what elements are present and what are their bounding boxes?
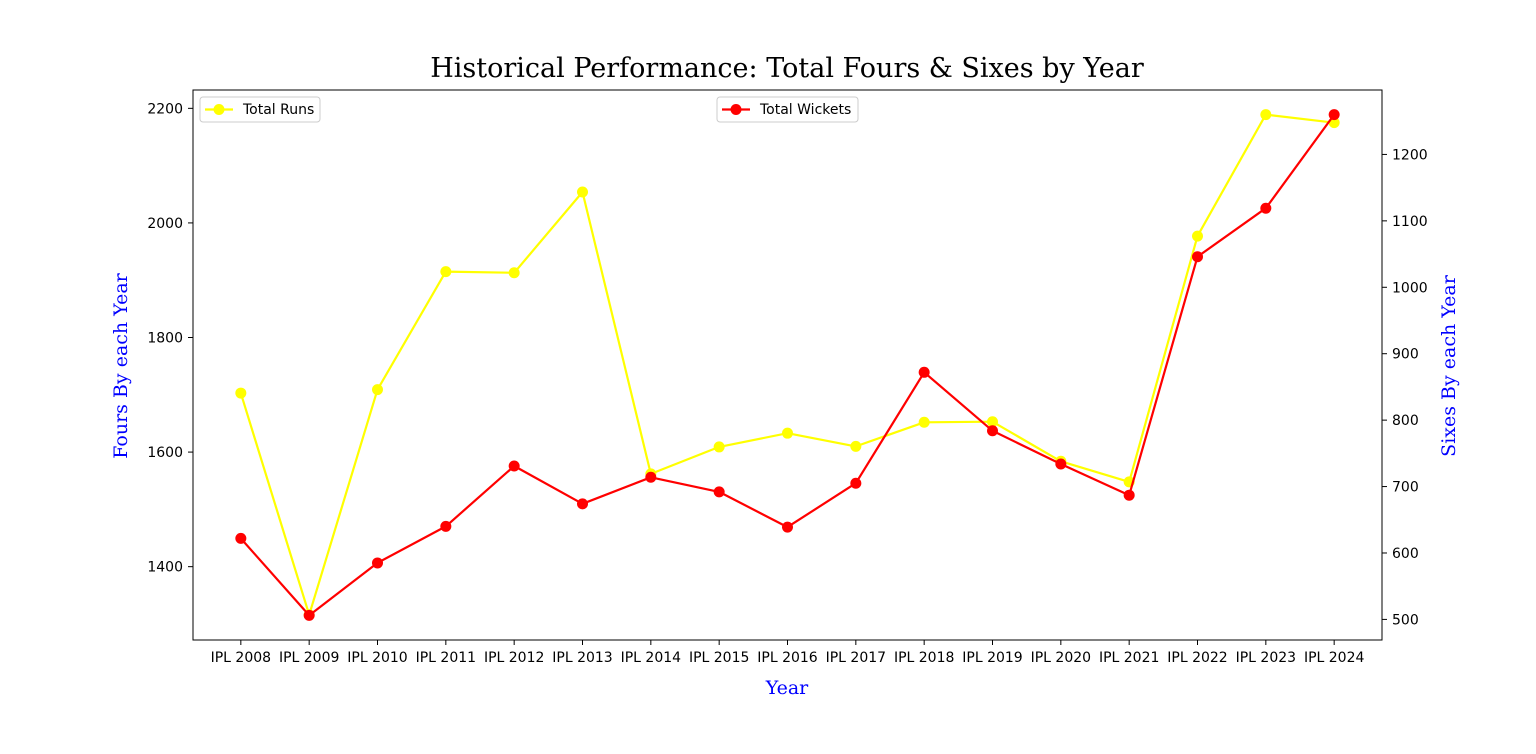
data-point-total-wickets [1055,458,1067,470]
data-point-total-runs [1260,109,1272,121]
plot-area: IPL 2008 IPL 2009 IPL 2010 IPL 2011 IPL 2012… [147,89,1428,666]
x-tick-label: IPL 2018 [894,650,954,666]
x-tick-label: IPL 2022 [1167,650,1227,666]
x-tick-label: IPL 2017 [826,650,886,666]
y-left-tick-label: 1400 [147,560,183,576]
data-point-total-runs [508,267,520,279]
data-point-total-runs [850,440,862,452]
x-tick-label: IPL 2021 [1099,650,1159,666]
y-left-tick-label: 1600 [147,445,183,461]
x-tick-label: IPL 2012 [484,650,544,666]
y-left-tick-label: 1800 [147,331,183,347]
x-axis-label: Year [765,677,809,699]
x-tick-label: IPL 2011 [416,650,476,666]
data-point-total-runs [440,266,452,278]
x-tick-label: IPL 2008 [211,650,271,666]
data-point-total-runs [782,427,793,439]
data-point-total-runs [918,416,930,428]
data-point-total-wickets [713,486,725,498]
data-point-total-runs [372,384,383,396]
y-right-tick-label: 600 [1392,546,1419,562]
x-tick-label: IPL 2019 [962,650,1022,666]
data-point-total-wickets [987,425,998,437]
legend-label: Total Wickets [759,102,851,118]
data-point-total-wickets [372,557,383,569]
legend-total-runs: Total Runs [199,96,321,123]
data-point-total-wickets [1192,251,1203,263]
chart-title: Historical Performance: Total Fours & Si… [430,53,1144,84]
legend-marker-swatch [213,104,225,115]
x-tick-label: IPL 2013 [552,650,612,666]
data-point-total-wickets [850,477,862,489]
data-point-total-wickets [577,498,588,510]
legend-label: Total Runs [242,102,314,118]
x-tick-label: IPL 2015 [689,650,749,666]
x-tick-label: IPL 2016 [757,650,818,666]
data-point-total-wickets [508,460,520,472]
y-right-tick-label: 700 [1392,480,1419,496]
data-point-total-wickets [782,521,793,533]
y-left-tick-label: 2000 [147,216,183,232]
y-right-tick-label: 1100 [1392,214,1428,230]
data-point-total-wickets [303,609,315,621]
x-tick-label: IPL 2020 [1031,650,1091,666]
data-point-total-runs [987,416,998,428]
x-tick-label: IPL 2024 [1304,650,1365,666]
data-point-total-wickets [235,532,247,544]
y-right-tick-label: 900 [1392,347,1419,363]
data-point-total-runs [713,441,725,453]
data-point-total-runs [577,186,588,198]
y-axis-left-label: Fours By each Year [110,272,132,458]
x-tick-label: IPL 2010 [347,650,407,666]
series-total-wickets [235,109,1340,621]
y-right-tick-label: 800 [1392,413,1419,429]
data-point-total-wickets [1260,202,1272,214]
y-axis-right-label: Sixes By each Year [1438,274,1460,457]
data-point-total-runs [235,387,247,399]
x-tick-label: IPL 2009 [279,650,339,666]
x-tick-label: IPL 2023 [1236,650,1296,666]
y-right-tick-label: 500 [1392,612,1419,628]
data-point-total-wickets [440,520,452,532]
data-point-total-runs [1192,230,1203,242]
data-point-total-wickets [918,366,930,378]
y-right-tick-label: 1000 [1392,280,1428,296]
y-right-tick-label: 1200 [1392,147,1428,163]
legend-total-wickets: Total Wickets [716,96,859,123]
legend-box [716,96,859,123]
x-tick-label: IPL 2014 [621,650,682,666]
data-point-total-wickets [1328,109,1340,121]
legend-box [199,96,321,123]
y-left-tick-label: 2200 [147,101,183,117]
legend-marker-swatch [730,104,742,115]
data-point-total-wickets [645,471,657,483]
data-point-total-wickets [1123,489,1135,501]
